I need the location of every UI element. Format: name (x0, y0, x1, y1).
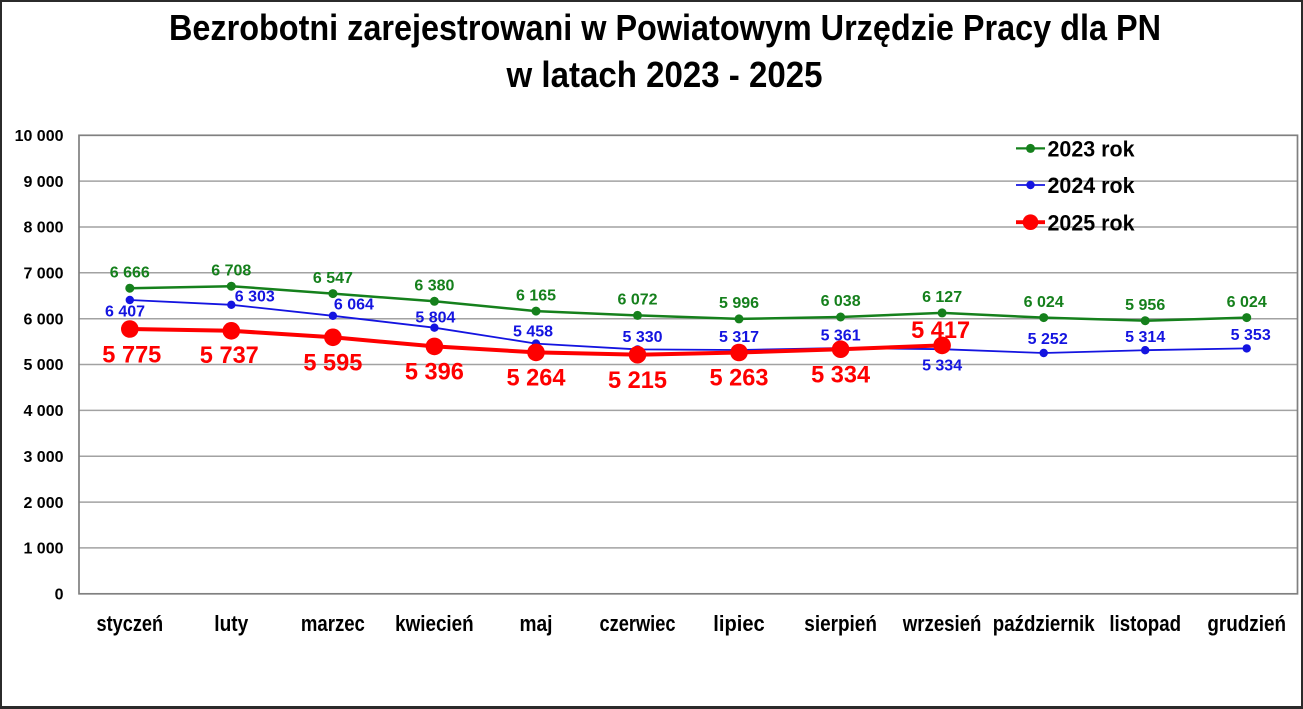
svg-text:sierpień: sierpień (804, 611, 877, 636)
svg-text:5 595: 5 595 (303, 350, 362, 377)
svg-text:6 547: 6 547 (313, 270, 353, 287)
svg-text:grudzień: grudzień (1207, 611, 1286, 636)
svg-text:5 215: 5 215 (608, 367, 667, 394)
svg-text:luty: luty (214, 611, 249, 636)
svg-text:listopad: listopad (1109, 611, 1181, 636)
svg-text:6 708: 6 708 (211, 262, 251, 279)
svg-text:6 127: 6 127 (922, 289, 962, 306)
svg-text:maj: maj (520, 611, 553, 636)
svg-text:5 956: 5 956 (1125, 297, 1165, 314)
svg-text:5 396: 5 396 (405, 359, 464, 386)
svg-text:5 353: 5 353 (1231, 327, 1271, 344)
svg-text:5 361: 5 361 (821, 328, 861, 345)
svg-text:w latach 2023 - 2025: w latach 2023 - 2025 (506, 54, 823, 95)
svg-text:1 000: 1 000 (23, 541, 63, 558)
svg-text:kwiecień: kwiecień (395, 611, 474, 636)
svg-text:5 775: 5 775 (102, 341, 161, 368)
svg-text:0: 0 (55, 587, 64, 604)
svg-text:5 334: 5 334 (922, 358, 962, 375)
svg-text:5 804: 5 804 (415, 309, 455, 326)
svg-text:5 417: 5 417 (911, 317, 970, 344)
svg-text:6 407: 6 407 (105, 304, 145, 321)
svg-text:październik: październik (993, 611, 1095, 636)
svg-text:5 330: 5 330 (622, 329, 662, 346)
svg-text:5 252: 5 252 (1028, 331, 1068, 348)
svg-text:6 064: 6 064 (334, 297, 374, 314)
svg-text:6 024: 6 024 (1024, 294, 1064, 311)
svg-text:styczeń: styczeń (97, 611, 164, 636)
svg-text:4 000: 4 000 (23, 403, 63, 420)
svg-text:10 000: 10 000 (15, 128, 64, 145)
svg-text:2024 rok: 2024 rok (1048, 173, 1136, 198)
svg-text:8 000: 8 000 (23, 220, 63, 237)
svg-text:5 334: 5 334 (811, 362, 870, 389)
svg-text:6 072: 6 072 (617, 292, 657, 309)
svg-text:6 024: 6 024 (1227, 294, 1267, 311)
svg-text:6 038: 6 038 (821, 293, 861, 310)
svg-text:wrzesień: wrzesień (902, 611, 981, 636)
svg-text:3 000: 3 000 (23, 449, 63, 466)
svg-text:5 317: 5 317 (719, 329, 759, 346)
svg-text:6 380: 6 380 (414, 278, 454, 295)
svg-text:5 314: 5 314 (1125, 329, 1165, 346)
svg-text:5 264: 5 264 (507, 365, 566, 392)
svg-text:6 666: 6 666 (110, 264, 150, 281)
svg-text:lipiec: lipiec (713, 611, 764, 636)
svg-text:6 303: 6 303 (235, 289, 275, 306)
svg-text:2025 rok: 2025 rok (1048, 210, 1136, 235)
svg-text:7 000: 7 000 (23, 266, 63, 283)
svg-text:2023 rok: 2023 rok (1048, 137, 1136, 162)
svg-text:czerwiec: czerwiec (600, 611, 676, 636)
svg-text:6 000: 6 000 (23, 311, 63, 328)
svg-text:5 000: 5 000 (23, 357, 63, 374)
svg-text:5 996: 5 996 (719, 295, 759, 312)
svg-text:9 000: 9 000 (23, 174, 63, 191)
svg-text:marzec: marzec (301, 611, 365, 636)
svg-text:Bezrobotni zarejestrowani w Po: Bezrobotni zarejestrowani w Powiatowym U… (169, 7, 1161, 48)
svg-text:5 737: 5 737 (200, 342, 259, 369)
svg-text:6 165: 6 165 (516, 287, 556, 304)
svg-text:2 000: 2 000 (23, 495, 63, 512)
svg-text:5 458: 5 458 (513, 323, 553, 340)
svg-text:5 263: 5 263 (710, 365, 769, 392)
